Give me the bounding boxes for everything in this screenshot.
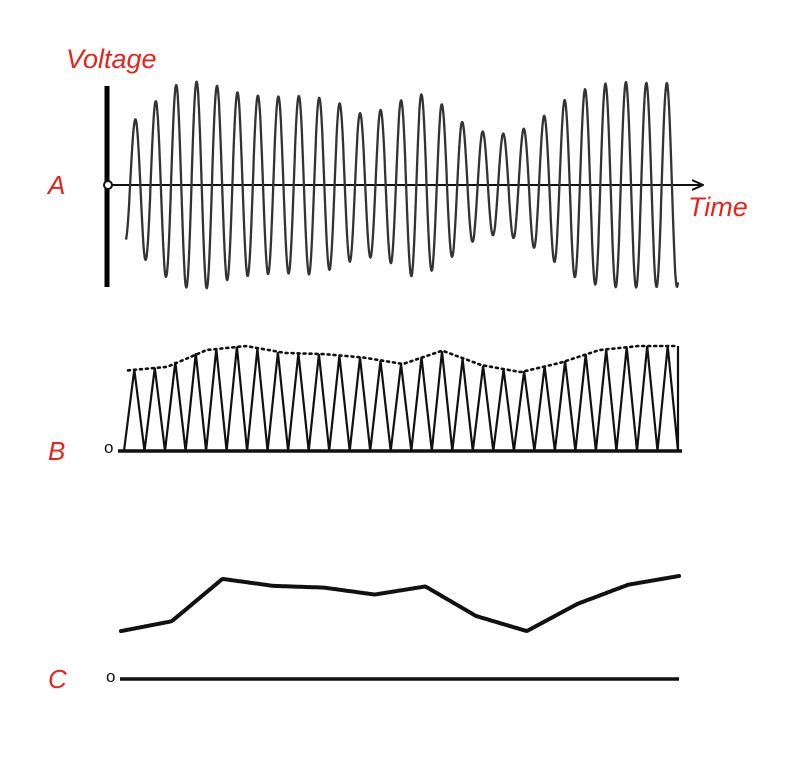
modulated-carrier-wave xyxy=(124,80,680,290)
voltage-axis-label: Voltage xyxy=(66,44,157,74)
recovered-audio-signal xyxy=(119,574,681,634)
panel-a-label: A xyxy=(48,170,66,200)
panel-a xyxy=(103,80,702,290)
origin-marker xyxy=(103,180,113,190)
time-axis-label: Time xyxy=(688,192,748,222)
panel-b-label: B xyxy=(48,436,66,466)
panel-c xyxy=(119,574,681,681)
rectified-pulses xyxy=(122,345,680,452)
panel-c-zero-label: o xyxy=(106,667,116,686)
panel-b-zero-label: o xyxy=(104,438,114,457)
panel-b xyxy=(118,344,682,453)
dotted-envelope xyxy=(126,344,680,374)
panel-c-label: C xyxy=(48,664,67,694)
